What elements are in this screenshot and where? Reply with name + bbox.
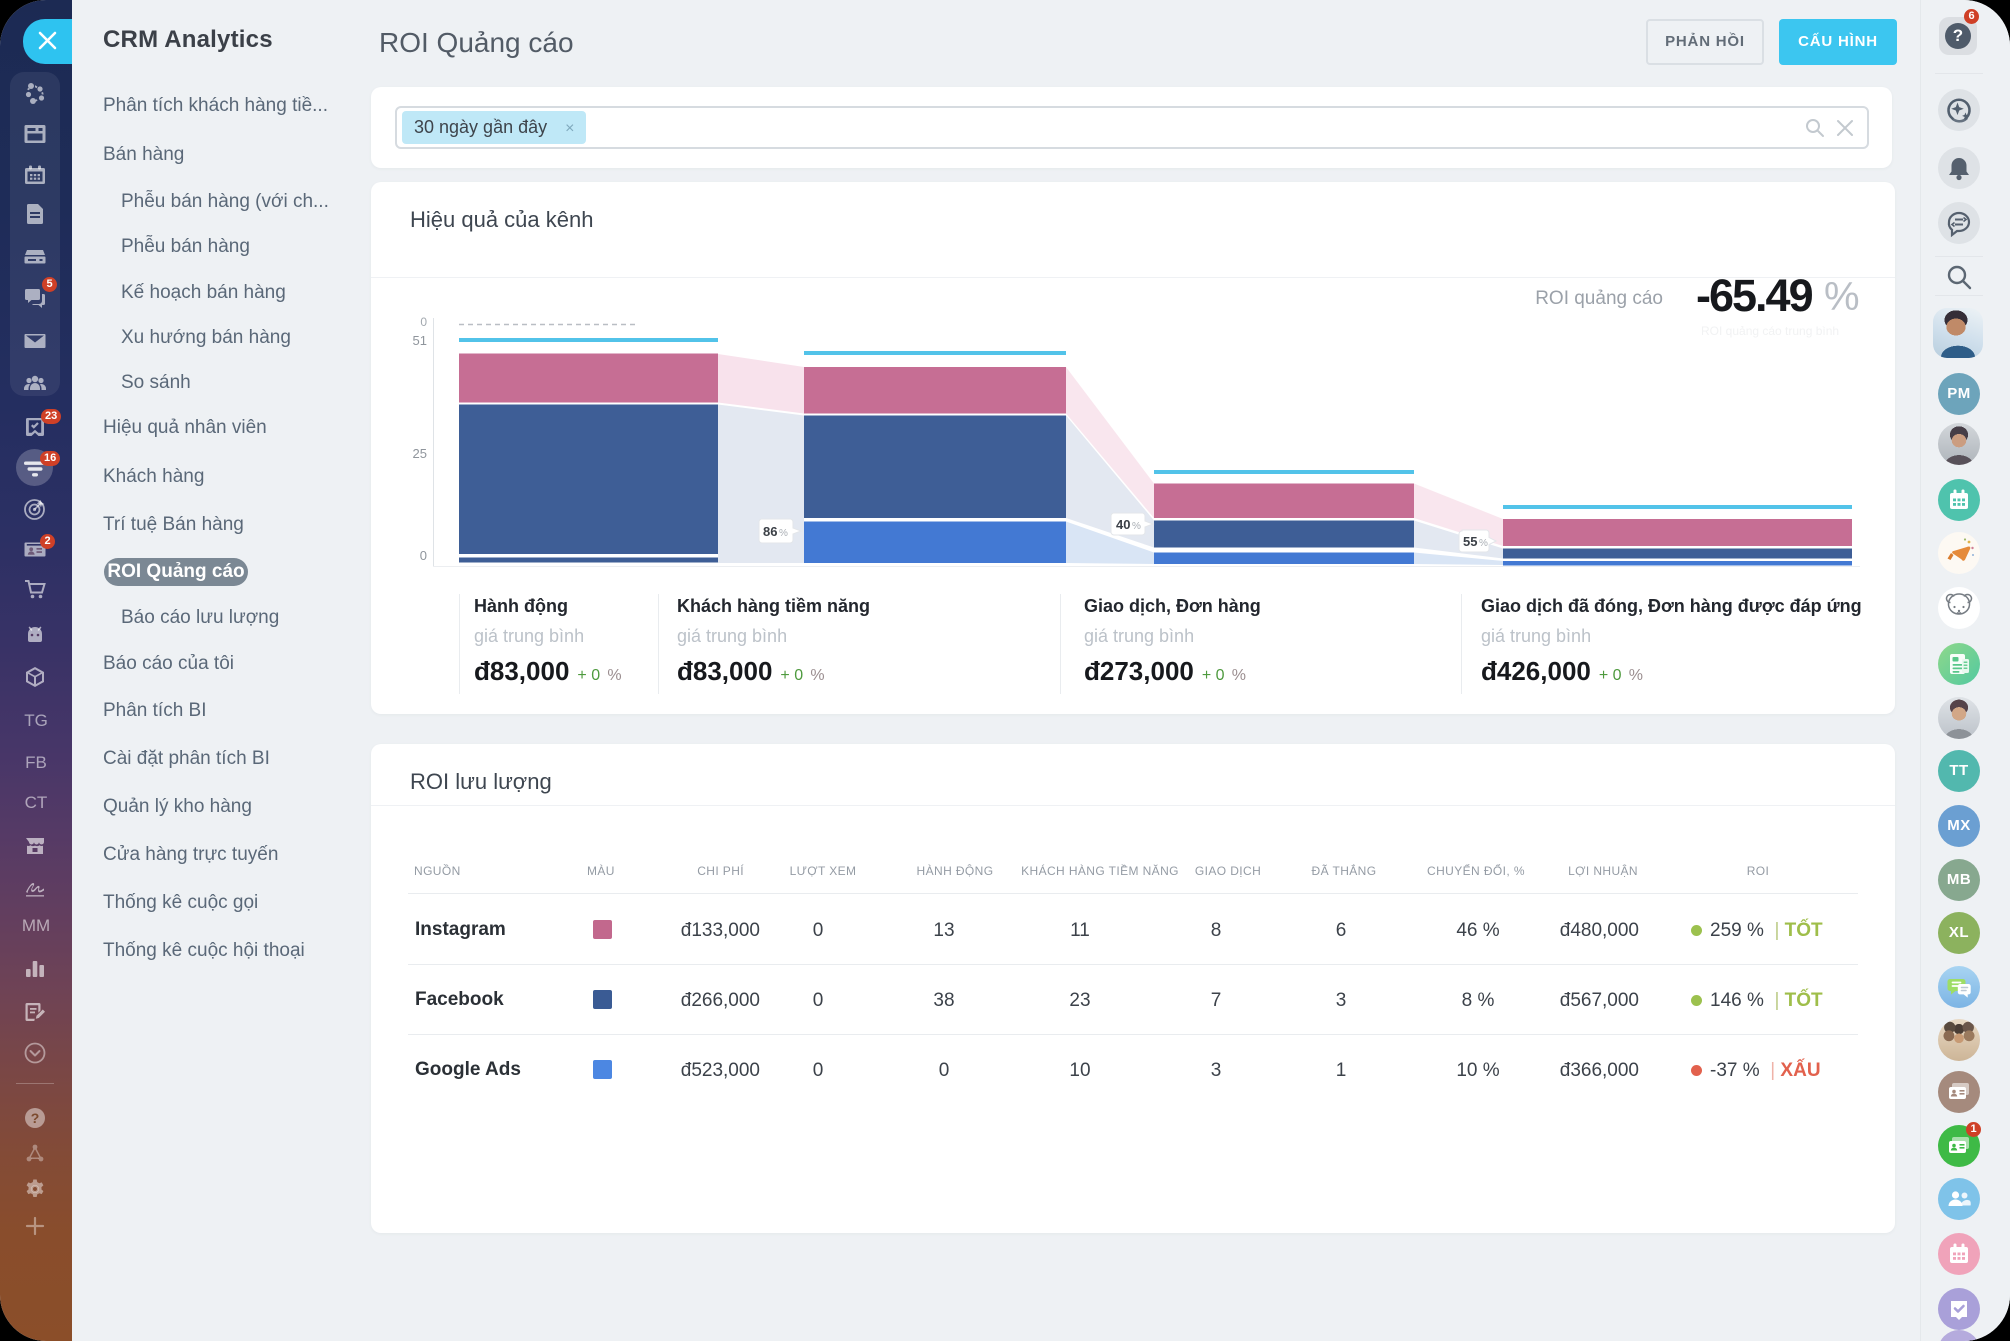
svg-text:86: 86 (763, 524, 777, 539)
svg-text:25: 25 (413, 446, 427, 461)
svg-text:51: 51 (413, 333, 427, 348)
svg-text:%: % (1479, 538, 1488, 549)
svg-text:55: 55 (1463, 534, 1477, 549)
svg-text:?: ? (31, 1110, 40, 1126)
svg-text:40: 40 (1116, 517, 1130, 532)
svg-text:%: % (1132, 521, 1141, 532)
svg-text:%: % (779, 528, 788, 539)
svg-text:0: 0 (420, 548, 427, 563)
svg-text:0: 0 (420, 315, 427, 329)
svg-text:ROI quảng cáo: ROI quảng cáo (1535, 288, 1663, 309)
svg-text:%: % (1824, 275, 1860, 319)
svg-text:-65.49: -65.49 (1696, 270, 1813, 321)
svg-text:ROI quảng cáo trung bình: ROI quảng cáo trung bình (1701, 324, 1839, 338)
